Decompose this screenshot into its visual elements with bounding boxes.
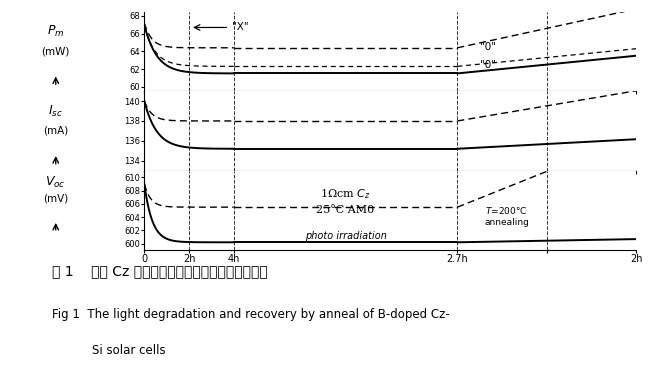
Text: Si solar cells: Si solar cells [92, 344, 165, 357]
Text: $I_{sc}$: $I_{sc}$ [49, 104, 63, 119]
Text: $V_{oc}$: $V_{oc}$ [45, 175, 66, 190]
Text: "0": "0" [480, 60, 496, 70]
Text: photo irradiation: photo irradiation [304, 231, 386, 241]
Text: 图 1    掺垅 Cz 硅太阳电池的光衰减和退火恢复行为: 图 1 掺垅 Cz 硅太阳电池的光衰减和退火恢复行为 [52, 264, 268, 278]
Text: $T$=200°C
annealing: $T$=200°C annealing [484, 205, 529, 227]
Text: 25°C AM0: 25°C AM0 [316, 206, 375, 216]
Text: (mW): (mW) [41, 46, 70, 56]
Text: (mA): (mA) [43, 126, 68, 136]
Text: Fig 1  The light degradation and recovery by anneal of B‑doped Cz‑: Fig 1 The light degradation and recovery… [52, 308, 450, 321]
Text: "0": "0" [480, 42, 496, 52]
Text: 1Ωcm $C_z$: 1Ωcm $C_z$ [320, 187, 371, 201]
Text: (mV): (mV) [43, 194, 68, 204]
Text: $P_m$: $P_m$ [47, 24, 64, 39]
Text: "X": "X" [232, 22, 248, 32]
